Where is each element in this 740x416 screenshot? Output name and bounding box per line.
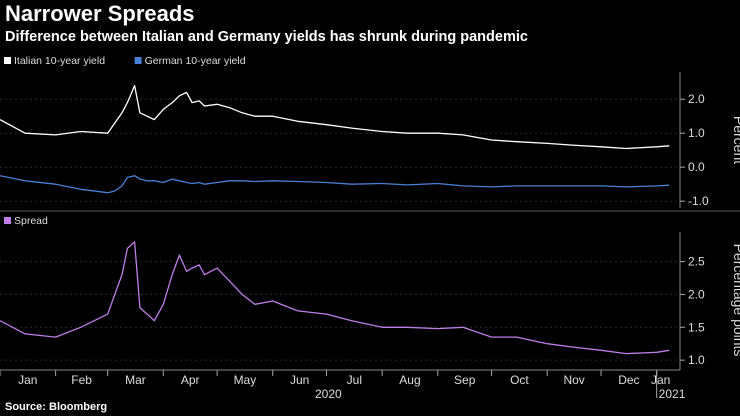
legend-swatch — [4, 57, 11, 64]
y-axis-label: Percent — [731, 116, 740, 164]
y-tick-label: 2.0 — [688, 287, 705, 301]
chart-title: Narrower Spreads — [5, 1, 195, 26]
x-tick-label: Sep — [454, 373, 476, 387]
y-tick-label: 2.0 — [688, 92, 705, 106]
y-tick-label: 0.0 — [688, 160, 705, 174]
legend-swatch — [4, 217, 11, 224]
y-axis-label: Percentage points — [731, 244, 740, 357]
x-tick-label: Jul — [347, 373, 362, 387]
x-tick-label: Nov — [563, 373, 584, 387]
x-tick-label: Oct — [510, 373, 529, 387]
year-label: 2020 — [315, 387, 342, 401]
x-tick-label: Jan — [651, 373, 670, 387]
legend-label: Italian 10-year yield — [14, 55, 105, 67]
x-tick-label: Mar — [125, 373, 146, 387]
x-tick-label: Dec — [618, 373, 639, 387]
series-line-german-10-year-yield — [0, 175, 670, 194]
chart-subtitle: Difference between Italian and Germany y… — [5, 29, 528, 45]
legend-label: Spread — [14, 215, 48, 227]
legend-label: German 10-year yield — [145, 55, 246, 67]
x-tick-label: May — [234, 373, 257, 387]
y-tick-label: 1.5 — [688, 320, 705, 334]
legend-swatch — [134, 57, 142, 64]
x-tick-label: Feb — [71, 373, 92, 387]
year-label: 2021 — [659, 387, 686, 401]
x-tick-label: Jun — [290, 373, 309, 387]
x-tick-label: Apr — [181, 373, 200, 387]
y-tick-label: 1.0 — [688, 353, 705, 367]
source-note: Source: Bloomberg — [5, 401, 108, 413]
y-tick-label: -1.0 — [688, 194, 709, 208]
y-tick-label: 2.5 — [688, 255, 705, 269]
x-tick-label: Aug — [399, 373, 420, 387]
x-tick-label: Jan — [18, 373, 37, 387]
y-tick-label: 1.0 — [688, 126, 705, 140]
series-line-italian-10-year-yield — [0, 84, 670, 150]
series-line-spread — [0, 241, 670, 355]
